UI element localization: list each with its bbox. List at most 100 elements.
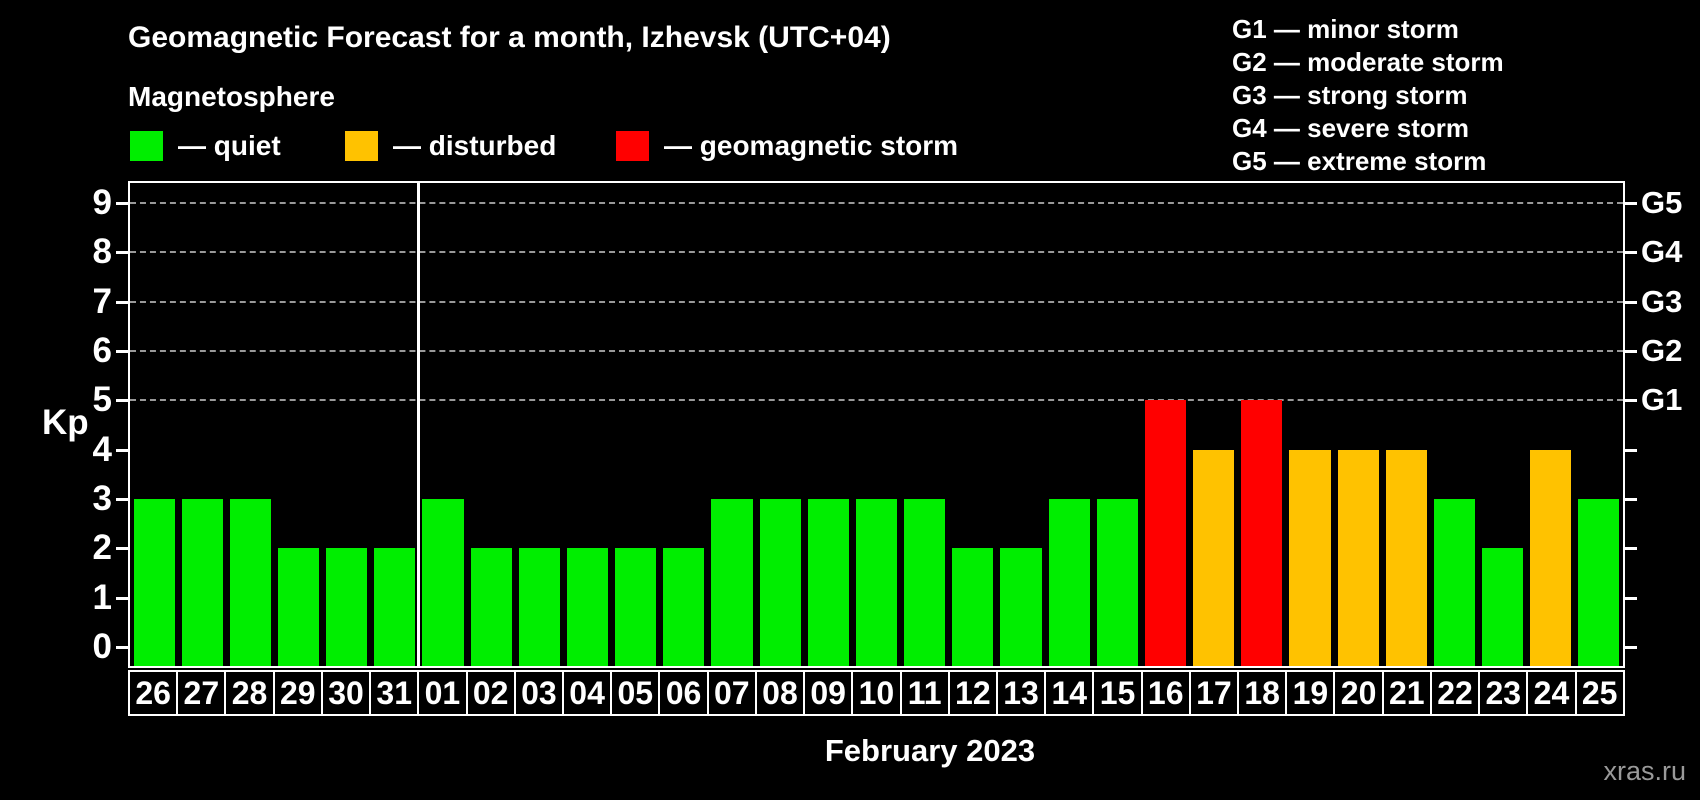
gridline-kp-8 xyxy=(130,251,1623,254)
left-tick-kp-9 xyxy=(116,202,128,206)
date-cell-02: 02 xyxy=(465,670,516,716)
kp-bar-28 xyxy=(229,499,271,666)
kp-bar-06 xyxy=(663,548,705,666)
date-cell-31: 31 xyxy=(369,670,420,716)
date-cell-03: 03 xyxy=(513,670,564,716)
date-cell-24: 24 xyxy=(1526,670,1577,716)
legend-label-storm: — geomagnetic storm xyxy=(664,130,959,161)
kp-bar-27 xyxy=(181,499,223,666)
y-tick-label-2: 2 xyxy=(92,528,112,568)
kp-bar-19 xyxy=(1289,449,1331,666)
month-separator-line xyxy=(416,183,420,666)
left-tick-kp-0 xyxy=(116,646,128,649)
kp-bar-13 xyxy=(1000,548,1042,666)
storm-scale-line: G5 — extreme storm xyxy=(1232,146,1487,176)
date-cell-13: 13 xyxy=(995,670,1047,716)
date-cell-30: 30 xyxy=(320,670,372,716)
kp-bar-26 xyxy=(133,499,175,666)
kp-bar-24 xyxy=(1530,449,1572,666)
left-tick-kp-7 xyxy=(116,300,128,304)
left-tick-kp-6 xyxy=(116,350,128,354)
date-cell-09: 09 xyxy=(803,670,854,716)
kp-bar-15 xyxy=(1096,499,1138,666)
kp-bar-17 xyxy=(1193,449,1235,666)
gridline-kp-5 xyxy=(130,399,1623,402)
watermark: xras.ru xyxy=(1603,756,1686,786)
right-tick-kp-2 xyxy=(1625,547,1637,551)
date-cell-28: 28 xyxy=(224,670,275,716)
date-cell-07: 07 xyxy=(706,670,757,716)
date-cell-22: 22 xyxy=(1429,670,1481,716)
date-cell-08: 08 xyxy=(754,670,806,716)
plot-area xyxy=(128,181,1625,668)
date-cell-01: 01 xyxy=(417,670,468,716)
date-cell-26: 26 xyxy=(128,670,179,716)
date-cell-10: 10 xyxy=(851,670,902,716)
y-tick-label-1: 1 xyxy=(92,577,112,617)
y-tick-label-7: 7 xyxy=(92,281,112,321)
quiet-color-swatch xyxy=(130,131,163,161)
gridline-kp-9 xyxy=(130,202,1623,205)
left-tick-kp-2 xyxy=(116,547,128,551)
date-cell-15: 15 xyxy=(1092,670,1143,716)
right-tick-kp-3 xyxy=(1625,498,1637,501)
legend-item-storm: — geomagnetic storm xyxy=(616,130,958,162)
date-axis-row: 26 27 28 29 30 31 01 02 03 04 05 06 07 08 09 10 11 12 13 14… xyxy=(128,670,1625,716)
right-tick-kp-8 xyxy=(1625,251,1637,255)
kp-bar-03 xyxy=(518,548,560,666)
right-tick-kp-4 xyxy=(1625,448,1637,452)
date-cell-11: 11 xyxy=(899,670,950,716)
y-axis-label: Kp xyxy=(42,403,89,442)
date-cell-21: 21 xyxy=(1381,670,1432,716)
disturbed-color-swatch xyxy=(345,131,378,161)
date-cell-20: 20 xyxy=(1333,670,1384,716)
kp-bar-14 xyxy=(1048,499,1090,666)
kp-bar-18 xyxy=(1241,400,1283,666)
storm-scale-line: G2 — moderate storm xyxy=(1232,47,1504,77)
date-cell-06: 06 xyxy=(658,670,709,716)
legend-label-quiet: — quiet xyxy=(178,130,281,161)
right-tick-kp-9 xyxy=(1625,202,1637,206)
storm-scale-legend: G1 — minor storm G2 — moderate storm G3 — … xyxy=(1232,13,1504,178)
date-cell-23: 23 xyxy=(1478,670,1529,716)
kp-bar-25 xyxy=(1578,499,1620,666)
y-tick-label-3: 3 xyxy=(92,479,112,518)
x-axis-title: February 2023 xyxy=(824,733,1036,768)
kp-bar-07 xyxy=(711,499,753,666)
legend-label-disturbed: — disturbed xyxy=(393,130,557,161)
date-cell-25: 25 xyxy=(1574,670,1625,716)
g-scale-label-G3: G3 xyxy=(1641,283,1683,319)
y-tick-label-8: 8 xyxy=(92,232,112,272)
right-tick-kp-5 xyxy=(1625,399,1637,403)
kp-bar-31 xyxy=(374,548,416,666)
y-tick-label-0: 0 xyxy=(92,627,112,666)
g-scale-label-G2: G2 xyxy=(1641,333,1683,369)
storm-scale-line: G4 — severe storm xyxy=(1232,113,1470,143)
kp-bar-22 xyxy=(1433,499,1475,666)
kp-bar-30 xyxy=(326,548,368,666)
y-tick-label-9: 9 xyxy=(92,183,112,223)
g-scale-label-G4: G4 xyxy=(1641,234,1683,270)
y-tick-label-4: 4 xyxy=(92,429,112,469)
kp-bar-29 xyxy=(277,548,320,666)
kp-bar-16 xyxy=(1144,400,1187,666)
date-cell-17: 17 xyxy=(1188,670,1240,716)
right-tick-kp-6 xyxy=(1625,350,1637,354)
storm-scale-line: G1 — minor storm xyxy=(1232,14,1459,44)
kp-bar-12 xyxy=(952,548,994,666)
date-cell-19: 19 xyxy=(1285,670,1336,716)
chart-title: Geomagnetic Forecast for a month, Izhevs… xyxy=(128,21,891,54)
kp-bar-02 xyxy=(470,548,512,666)
left-tick-kp-5 xyxy=(116,399,128,403)
date-cell-12: 12 xyxy=(947,670,998,716)
date-cell-05: 05 xyxy=(610,670,661,716)
left-tick-kp-3 xyxy=(116,498,128,501)
date-cell-04: 04 xyxy=(561,670,613,716)
left-tick-kp-4 xyxy=(116,448,128,452)
date-cell-14: 14 xyxy=(1044,670,1095,716)
g-scale-label-G1: G1 xyxy=(1641,382,1683,418)
g-scale-label-G5: G5 xyxy=(1641,185,1683,221)
gridline-kp-6 xyxy=(130,350,1623,353)
date-cell-27: 27 xyxy=(176,670,227,716)
